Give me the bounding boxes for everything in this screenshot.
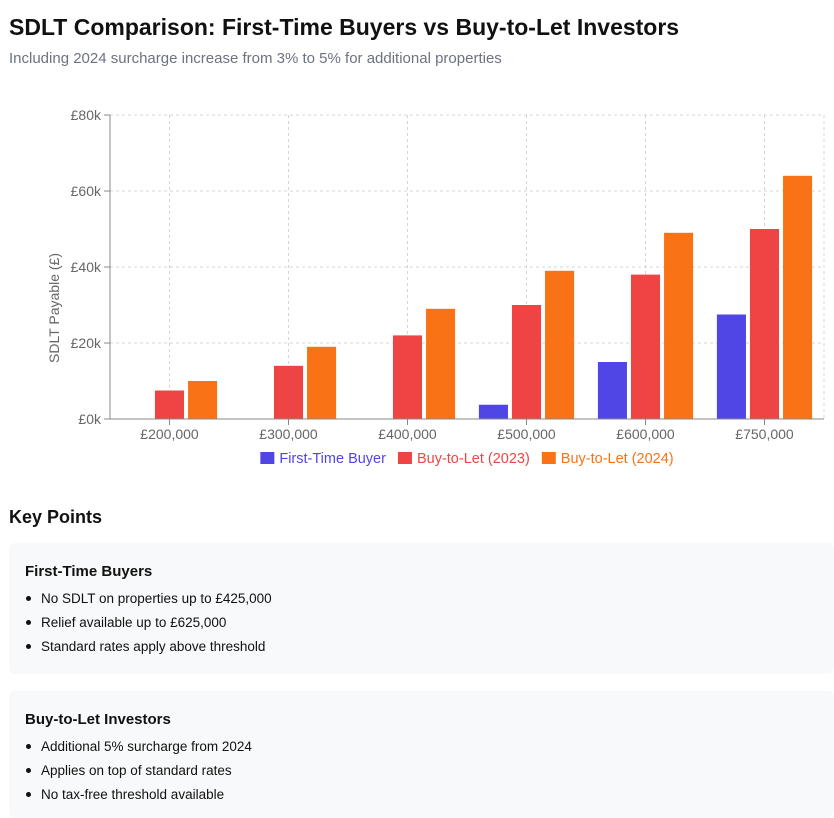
y-tick-label: £40k (71, 259, 102, 275)
bar (545, 270, 575, 419)
x-tick-label: £400,000 (378, 426, 437, 442)
x-tick-label: £500,000 (497, 426, 556, 442)
x-tick-label: £600,000 (616, 426, 675, 442)
chart-tick-labels: £0k £20k £40k £60k £80k £200,000 £300,000 £400,… (71, 107, 794, 442)
y-tick-label: £80k (71, 107, 102, 123)
y-tick-label: £20k (71, 335, 102, 351)
page-title: SDLT Comparison: First-Time Buyers vs Bu… (9, 14, 680, 40)
chart-legend: First-Time Buyer Buy-to-Let (2023) Buy-to-… (260, 451, 674, 467)
legend-swatch (541, 452, 556, 464)
x-tick-label: £200,000 (140, 426, 199, 442)
bar (154, 390, 185, 419)
card-title: First-Time Buyers (25, 563, 153, 580)
y-tick-label: £0k (78, 411, 102, 427)
legend-label: First-Time Buyer (279, 451, 386, 467)
card-title: Buy-to-Let Investors (25, 711, 171, 728)
card-list: Additional 5% surcharge from 2024 Applie… (25, 738, 818, 810)
page-subtitle: Including 2024 surcharge increase from 3… (9, 50, 502, 67)
list-item: Relief available up to £625,000 (25, 614, 818, 638)
list-item: No tax-free threshold available (25, 786, 818, 810)
bar (307, 346, 337, 419)
list-item: Standard rates apply above threshold (25, 638, 818, 662)
buy-to-let-investors-card: Buy-to-Let Investors Additional 5% surch… (9, 691, 834, 818)
legend-label: Buy-to-Let (2024) (561, 451, 674, 467)
chart-axes (104, 114, 824, 425)
y-axis-label: SDLT Payable (£) (46, 253, 62, 363)
list-item: Applies on top of standard rates (25, 762, 818, 786)
x-tick-label: £300,000 (259, 426, 318, 442)
chart-bars (154, 175, 813, 419)
bar (511, 305, 542, 419)
key-points-heading: Key Points (9, 507, 103, 527)
bar (749, 229, 780, 419)
legend-swatch (397, 452, 412, 464)
bar (478, 404, 508, 419)
bar (392, 335, 423, 419)
bar (630, 274, 661, 419)
bar (716, 314, 746, 419)
legend-swatch (260, 452, 275, 464)
list-item: Additional 5% surcharge from 2024 (25, 738, 818, 762)
legend-label: Buy-to-Let (2023) (417, 451, 530, 467)
list-item: No SDLT on properties up to £425,000 (25, 590, 818, 614)
first-time-buyers-card: First-Time Buyers No SDLT on properties … (9, 543, 834, 674)
bar (597, 362, 627, 419)
bar (664, 232, 694, 419)
y-tick-label: £60k (71, 183, 102, 199)
sdlt-bar-chart: £0k £20k £40k £60k £80k £200,000 £300,000 £400,… (46, 107, 825, 467)
bar (273, 365, 304, 419)
bar (783, 175, 813, 419)
bar (426, 308, 456, 419)
card-list: No SDLT on properties up to £425,000 Rel… (25, 590, 818, 662)
x-tick-label: £750,000 (735, 426, 794, 442)
bar (188, 381, 218, 419)
